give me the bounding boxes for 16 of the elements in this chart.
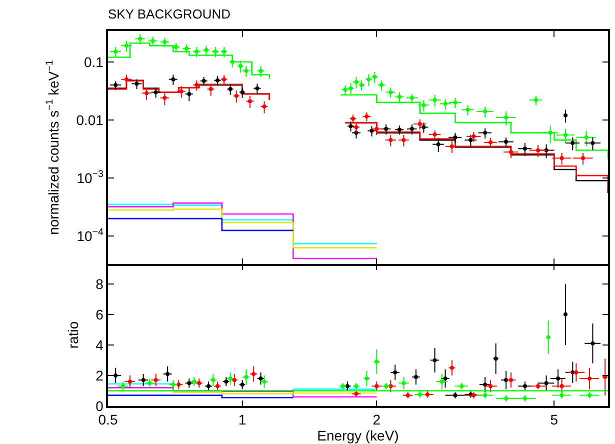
x-tick-label: 2 bbox=[372, 412, 381, 428]
y-axis-title: ratio bbox=[64, 321, 81, 349]
y-tick-label: 2 bbox=[96, 367, 104, 384]
y-tick-label: 10$^{−3}$ bbox=[76, 169, 104, 186]
y-tick-label: 0.1 bbox=[84, 54, 104, 70]
y-tick-label: 6 bbox=[96, 306, 104, 322]
chart-title: SKY BACKGROUND bbox=[108, 6, 231, 22]
y-tick-label: 0 bbox=[96, 398, 104, 414]
x-tick-label: 5 bbox=[550, 412, 558, 428]
x-tick-label: 0.5 bbox=[98, 412, 118, 428]
x-tick-label: 1 bbox=[238, 412, 246, 428]
y-tick-label: 8 bbox=[96, 276, 104, 292]
x-axis-title: Energy (keV) bbox=[317, 428, 399, 444]
y-tick-label: 10$^{−4}$ bbox=[76, 227, 104, 244]
y-tick-label: 4 bbox=[96, 336, 104, 353]
y-tick-label: 0.01 bbox=[76, 112, 104, 128]
